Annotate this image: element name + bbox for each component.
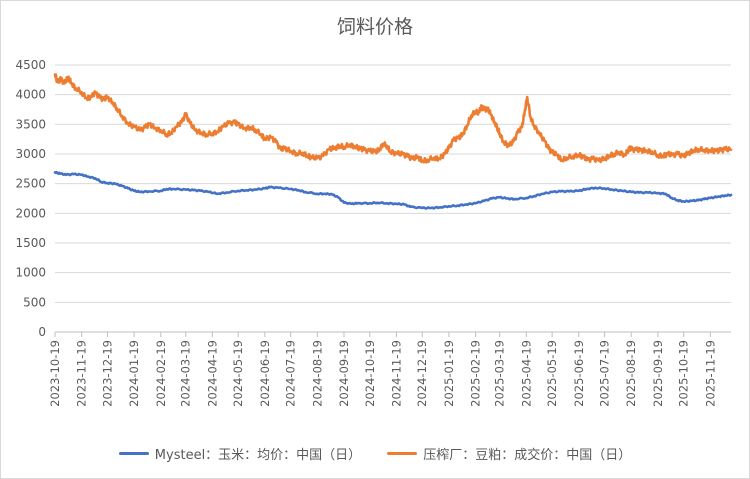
y-tick-label: 3000: [15, 147, 46, 161]
x-tick-label: 2023-10-19: [48, 340, 62, 407]
y-axis-ticks: 0 500 1000 1500 2000 2500 3000 3500 4000 4500: [15, 58, 46, 339]
y-tick-label: 3500: [15, 117, 46, 131]
x-tick-label: 2024-04-19: [205, 340, 219, 407]
x-tick-label: 2024-01-19: [127, 340, 141, 407]
x-tick-label: 2024-03-19: [179, 340, 193, 407]
x-tick-label: 2024-06-19: [258, 340, 272, 407]
x-tick-label: 2025-08-19: [624, 340, 638, 407]
legend-item-corn: Mysteel：玉米：均价：中国（日）: [118, 444, 362, 463]
x-tick-label: 2024-12-19: [415, 340, 429, 407]
x-tick-label: 2024-07-19: [284, 340, 298, 407]
x-tick-label: 2023-11-19: [75, 340, 89, 407]
y-tick-label: 1000: [15, 266, 46, 280]
x-tick-label: 2025-03-19: [493, 340, 507, 407]
legend-label-corn: Mysteel：玉米：均价：中国（日）: [154, 448, 362, 463]
x-tick-label: 2025-05-19: [545, 340, 559, 407]
series-lines: [53, 73, 733, 210]
y-tick-label: 0: [38, 325, 46, 339]
x-tick-label: 2025-10-19: [677, 340, 691, 407]
y-tick-label: 4000: [15, 88, 46, 102]
x-tick-label: 2024-11-19: [389, 340, 403, 407]
x-tick-label: 2025-01-19: [442, 340, 456, 407]
legend-item-soymeal: 压榨厂：豆粕：成交价：中国（日）: [387, 444, 631, 463]
series-line-corn: [53, 170, 733, 210]
y-tick-label: 2000: [15, 206, 46, 220]
legend-swatch-soymeal: [387, 452, 418, 455]
chart-title: 饲料价格: [336, 16, 413, 38]
y-tick-label: 500: [23, 295, 46, 309]
x-tick-label: 2025-04-19: [519, 340, 533, 407]
x-tick-label: 2025-11-19: [703, 340, 717, 407]
x-tick-label: 2024-05-19: [231, 340, 245, 407]
x-tick-label: 2024-08-19: [310, 340, 324, 407]
series-line-soymeal: [53, 73, 733, 164]
y-tick-label: 4500: [15, 58, 46, 72]
x-tick-label: 2024-02-19: [154, 340, 168, 407]
x-tick-label: 2025-07-19: [598, 340, 612, 407]
x-tick-label: 2024-10-19: [363, 340, 377, 407]
x-axis: 2023-10-19 2023-11-19 2023-12-19 2024-01-19…: [48, 332, 717, 407]
x-tick-label: 2023-12-19: [100, 340, 114, 407]
x-tick-label: 2025-06-19: [572, 340, 586, 407]
x-tick-label: 2025-02-19: [469, 340, 483, 407]
x-tick-label: 2025-09-19: [651, 340, 665, 407]
legend: Mysteel：玉米：均价：中国（日） 压榨厂：豆粕：成交价：中国（日）: [0, 444, 750, 463]
y-tick-label: 1500: [15, 236, 46, 250]
legend-swatch-corn: [118, 452, 149, 455]
legend-label-soymeal: 压榨厂：豆粕：成交价：中国（日）: [423, 448, 632, 463]
gridlines: [55, 64, 731, 333]
y-tick-label: 2500: [15, 177, 46, 191]
x-tick-label: 2024-09-19: [337, 340, 351, 407]
